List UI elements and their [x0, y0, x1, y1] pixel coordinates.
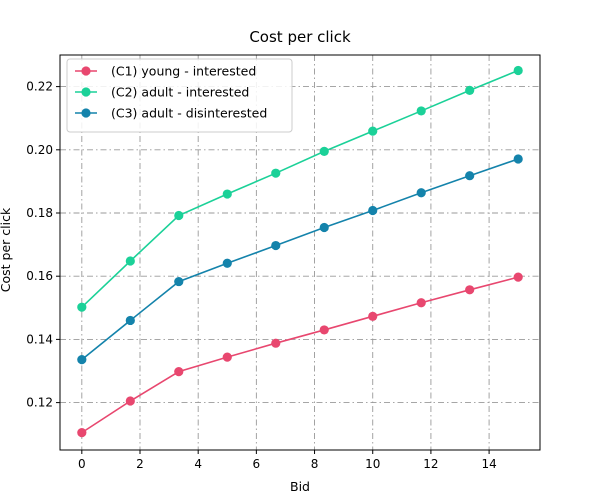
- legend-label: (C3) adult - disinterested: [111, 106, 267, 121]
- x-axis-ticks: 0 2 4 6 8 10 12 14: [78, 450, 497, 471]
- legend-marker: [81, 66, 91, 76]
- series-2: [77, 65, 523, 312]
- data-point: [222, 258, 232, 268]
- y-tick-label: 0.20: [26, 143, 53, 157]
- legend-label: (C2) adult - interested: [111, 85, 249, 100]
- data-point: [465, 171, 475, 181]
- data-point: [125, 256, 135, 266]
- data-point: [77, 302, 87, 312]
- data-point: [174, 276, 184, 287]
- y-tick-label: 0.16: [26, 269, 53, 283]
- series-layer: [77, 65, 523, 438]
- x-tick-label: 12: [423, 457, 438, 471]
- data-point: [465, 85, 475, 95]
- data-point: [513, 65, 523, 76]
- data-point: [125, 396, 135, 406]
- x-tick-label: 0: [78, 457, 86, 471]
- series-1: [77, 272, 523, 438]
- series-3: [77, 154, 523, 365]
- grid: [60, 55, 540, 450]
- data-point: [513, 272, 523, 282]
- legend-item: (C3) adult - disinterested: [75, 106, 267, 121]
- data-point: [174, 210, 184, 221]
- y-tick-label: 0.18: [26, 206, 53, 220]
- series-line: [81, 69, 519, 308]
- data-point: [77, 428, 87, 438]
- data-point: [368, 311, 378, 321]
- data-point: [319, 325, 329, 335]
- data-point: [125, 315, 135, 326]
- x-tick-label: 6: [253, 457, 261, 471]
- x-tick-label: 10: [365, 457, 380, 471]
- data-point: [416, 298, 426, 308]
- data-point: [513, 154, 523, 164]
- x-axis-title: Bid: [290, 479, 310, 494]
- data-point: [271, 240, 281, 251]
- data-point: [416, 188, 426, 198]
- x-tick-label: 4: [194, 457, 202, 471]
- x-tick-label: 14: [481, 457, 496, 471]
- legend-marker: [81, 87, 91, 97]
- data-point: [465, 285, 475, 295]
- data-point: [319, 222, 329, 233]
- plot-frame: [59, 54, 541, 451]
- data-point: [368, 205, 378, 216]
- legend-item: (C2) adult - interested: [75, 85, 249, 100]
- legend-box: [66, 58, 293, 133]
- chart-title: Cost per click: [249, 28, 351, 46]
- y-tick-label: 0.12: [26, 396, 53, 410]
- data-point: [368, 126, 378, 136]
- data-point: [416, 106, 426, 116]
- legend-label: (C1) young - interested: [111, 64, 256, 79]
- data-point: [174, 367, 184, 377]
- y-tick-label: 0.14: [26, 332, 53, 346]
- x-tick-label: 8: [311, 457, 319, 471]
- legend-item: (C1) young - interested: [75, 64, 256, 79]
- data-point: [222, 352, 232, 362]
- y-axis-ticks: 0.12 0.14 0.16 0.18 0.20 0.22: [26, 80, 60, 410]
- legend: (C1) young - interested (C2) adult - inte…: [66, 58, 293, 133]
- x-tick-label: 2: [136, 457, 144, 471]
- data-point: [271, 338, 281, 348]
- data-point: [77, 355, 87, 365]
- data-point: [222, 189, 232, 199]
- y-axis-title: Cost per click: [0, 207, 13, 292]
- series-line: [81, 276, 519, 434]
- legend-marker: [81, 108, 91, 118]
- y-tick-label: 0.22: [26, 80, 53, 94]
- series-line: [81, 158, 519, 361]
- data-point: [319, 146, 329, 156]
- data-point: [271, 168, 281, 178]
